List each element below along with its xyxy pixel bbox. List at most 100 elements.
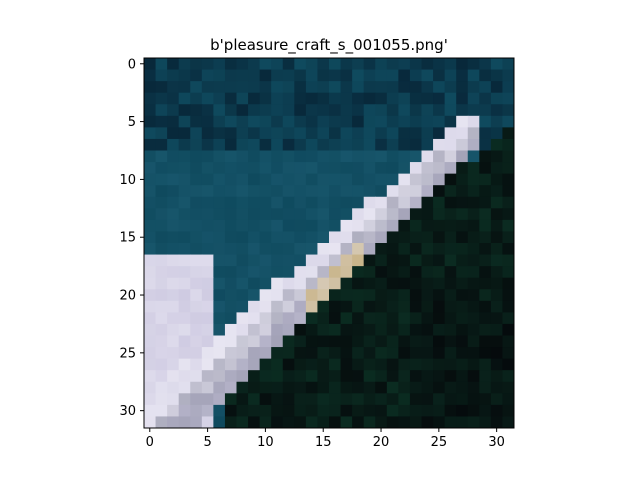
image-pixel (248, 370, 261, 383)
image-pixel (317, 185, 330, 198)
image-pixel (155, 416, 168, 428)
image-pixel (213, 416, 226, 428)
image-pixel (155, 370, 168, 383)
image-pixel (375, 185, 388, 198)
image-pixel (479, 277, 492, 290)
image-pixel (363, 266, 376, 279)
image-pixel (282, 196, 295, 209)
image-pixel (190, 173, 203, 186)
image-pixel (294, 323, 307, 337)
image-pixel (248, 404, 261, 418)
y-tick-label: 0 (128, 57, 136, 72)
image-pixel (224, 266, 238, 279)
image-pixel (421, 69, 434, 82)
image-pixel (502, 243, 514, 256)
image-pixel (190, 404, 203, 418)
image-pixel (201, 196, 214, 209)
image-pixel (340, 266, 353, 279)
image-pixel (467, 58, 480, 71)
image-pixel (502, 196, 514, 209)
image-pixel (479, 219, 492, 233)
image-pixel (282, 323, 295, 337)
image-pixel (190, 254, 203, 267)
image-pixel (433, 243, 446, 256)
image-pixel (409, 81, 423, 94)
image-pixel (363, 219, 376, 233)
image-pixel (178, 323, 191, 337)
image-pixel (305, 358, 319, 371)
image-pixel (479, 370, 492, 383)
image-pixel (317, 289, 330, 302)
image-pixel (178, 92, 191, 105)
image-pixel (224, 69, 238, 82)
image-pixel (282, 277, 295, 290)
image-pixel (236, 58, 249, 71)
image-pixel (201, 150, 214, 163)
image-pixel (294, 300, 307, 313)
image-pixel (144, 416, 157, 428)
image-pixel (456, 393, 469, 406)
image-pixel (444, 231, 457, 244)
image-pixel (479, 127, 492, 140)
image-pixel (409, 300, 423, 313)
image-pixel (248, 393, 261, 406)
image-pixel (375, 243, 388, 256)
image-pixel (201, 231, 214, 244)
image-pixel (444, 254, 457, 267)
image-pixel (201, 115, 214, 128)
image-pixel (317, 231, 330, 244)
image-pixel (421, 393, 434, 406)
image-pixel (236, 127, 249, 140)
image-pixel (502, 393, 514, 406)
image-pixel (178, 127, 191, 140)
image-pixel (178, 185, 191, 198)
image-pixel (201, 173, 214, 186)
image-pixel (456, 335, 469, 348)
image-pixel (329, 219, 342, 233)
image-pixel (190, 162, 203, 175)
image-pixel (363, 243, 376, 256)
image-pixel (236, 243, 249, 256)
image-pixel (329, 92, 342, 105)
image-pixel (201, 185, 214, 198)
image-pixel (433, 277, 446, 290)
image-pixel (467, 358, 480, 371)
image-pixel (329, 323, 342, 337)
image-pixel (329, 231, 342, 244)
image-pixel (282, 219, 295, 233)
image-pixel (167, 104, 180, 117)
image-pixel (317, 115, 330, 128)
image-pixel (490, 335, 504, 348)
image-pixel (409, 266, 423, 279)
image-pixel (398, 138, 411, 152)
image-pixel (421, 81, 434, 94)
image-pixel (444, 289, 457, 302)
image-pixel (456, 404, 469, 418)
image-pixel (144, 127, 157, 140)
image-pixel (421, 404, 434, 418)
image-pixel (352, 173, 365, 186)
image-pixel (224, 404, 238, 418)
image-pixel (352, 335, 365, 348)
image-pixel (294, 370, 307, 383)
image-pixel (167, 127, 180, 140)
image-pixel (224, 416, 238, 428)
image-pixel (213, 81, 226, 94)
image-pixel (190, 231, 203, 244)
image-pixel (490, 127, 504, 140)
image-pixel (294, 138, 307, 152)
image-pixel (317, 219, 330, 233)
image-pixel (398, 243, 411, 256)
image-pixel (340, 208, 353, 221)
image-pixel (375, 162, 388, 175)
image-pixel (502, 323, 514, 337)
image-pixel (213, 185, 226, 198)
image-pixel (490, 323, 504, 337)
image-pixel (409, 69, 423, 82)
image-pixel (386, 347, 399, 360)
image-pixel (421, 358, 434, 371)
image-pixel (144, 323, 157, 337)
image-pixel (375, 208, 388, 221)
image-pixel (201, 347, 214, 360)
image-pixel (155, 58, 168, 71)
